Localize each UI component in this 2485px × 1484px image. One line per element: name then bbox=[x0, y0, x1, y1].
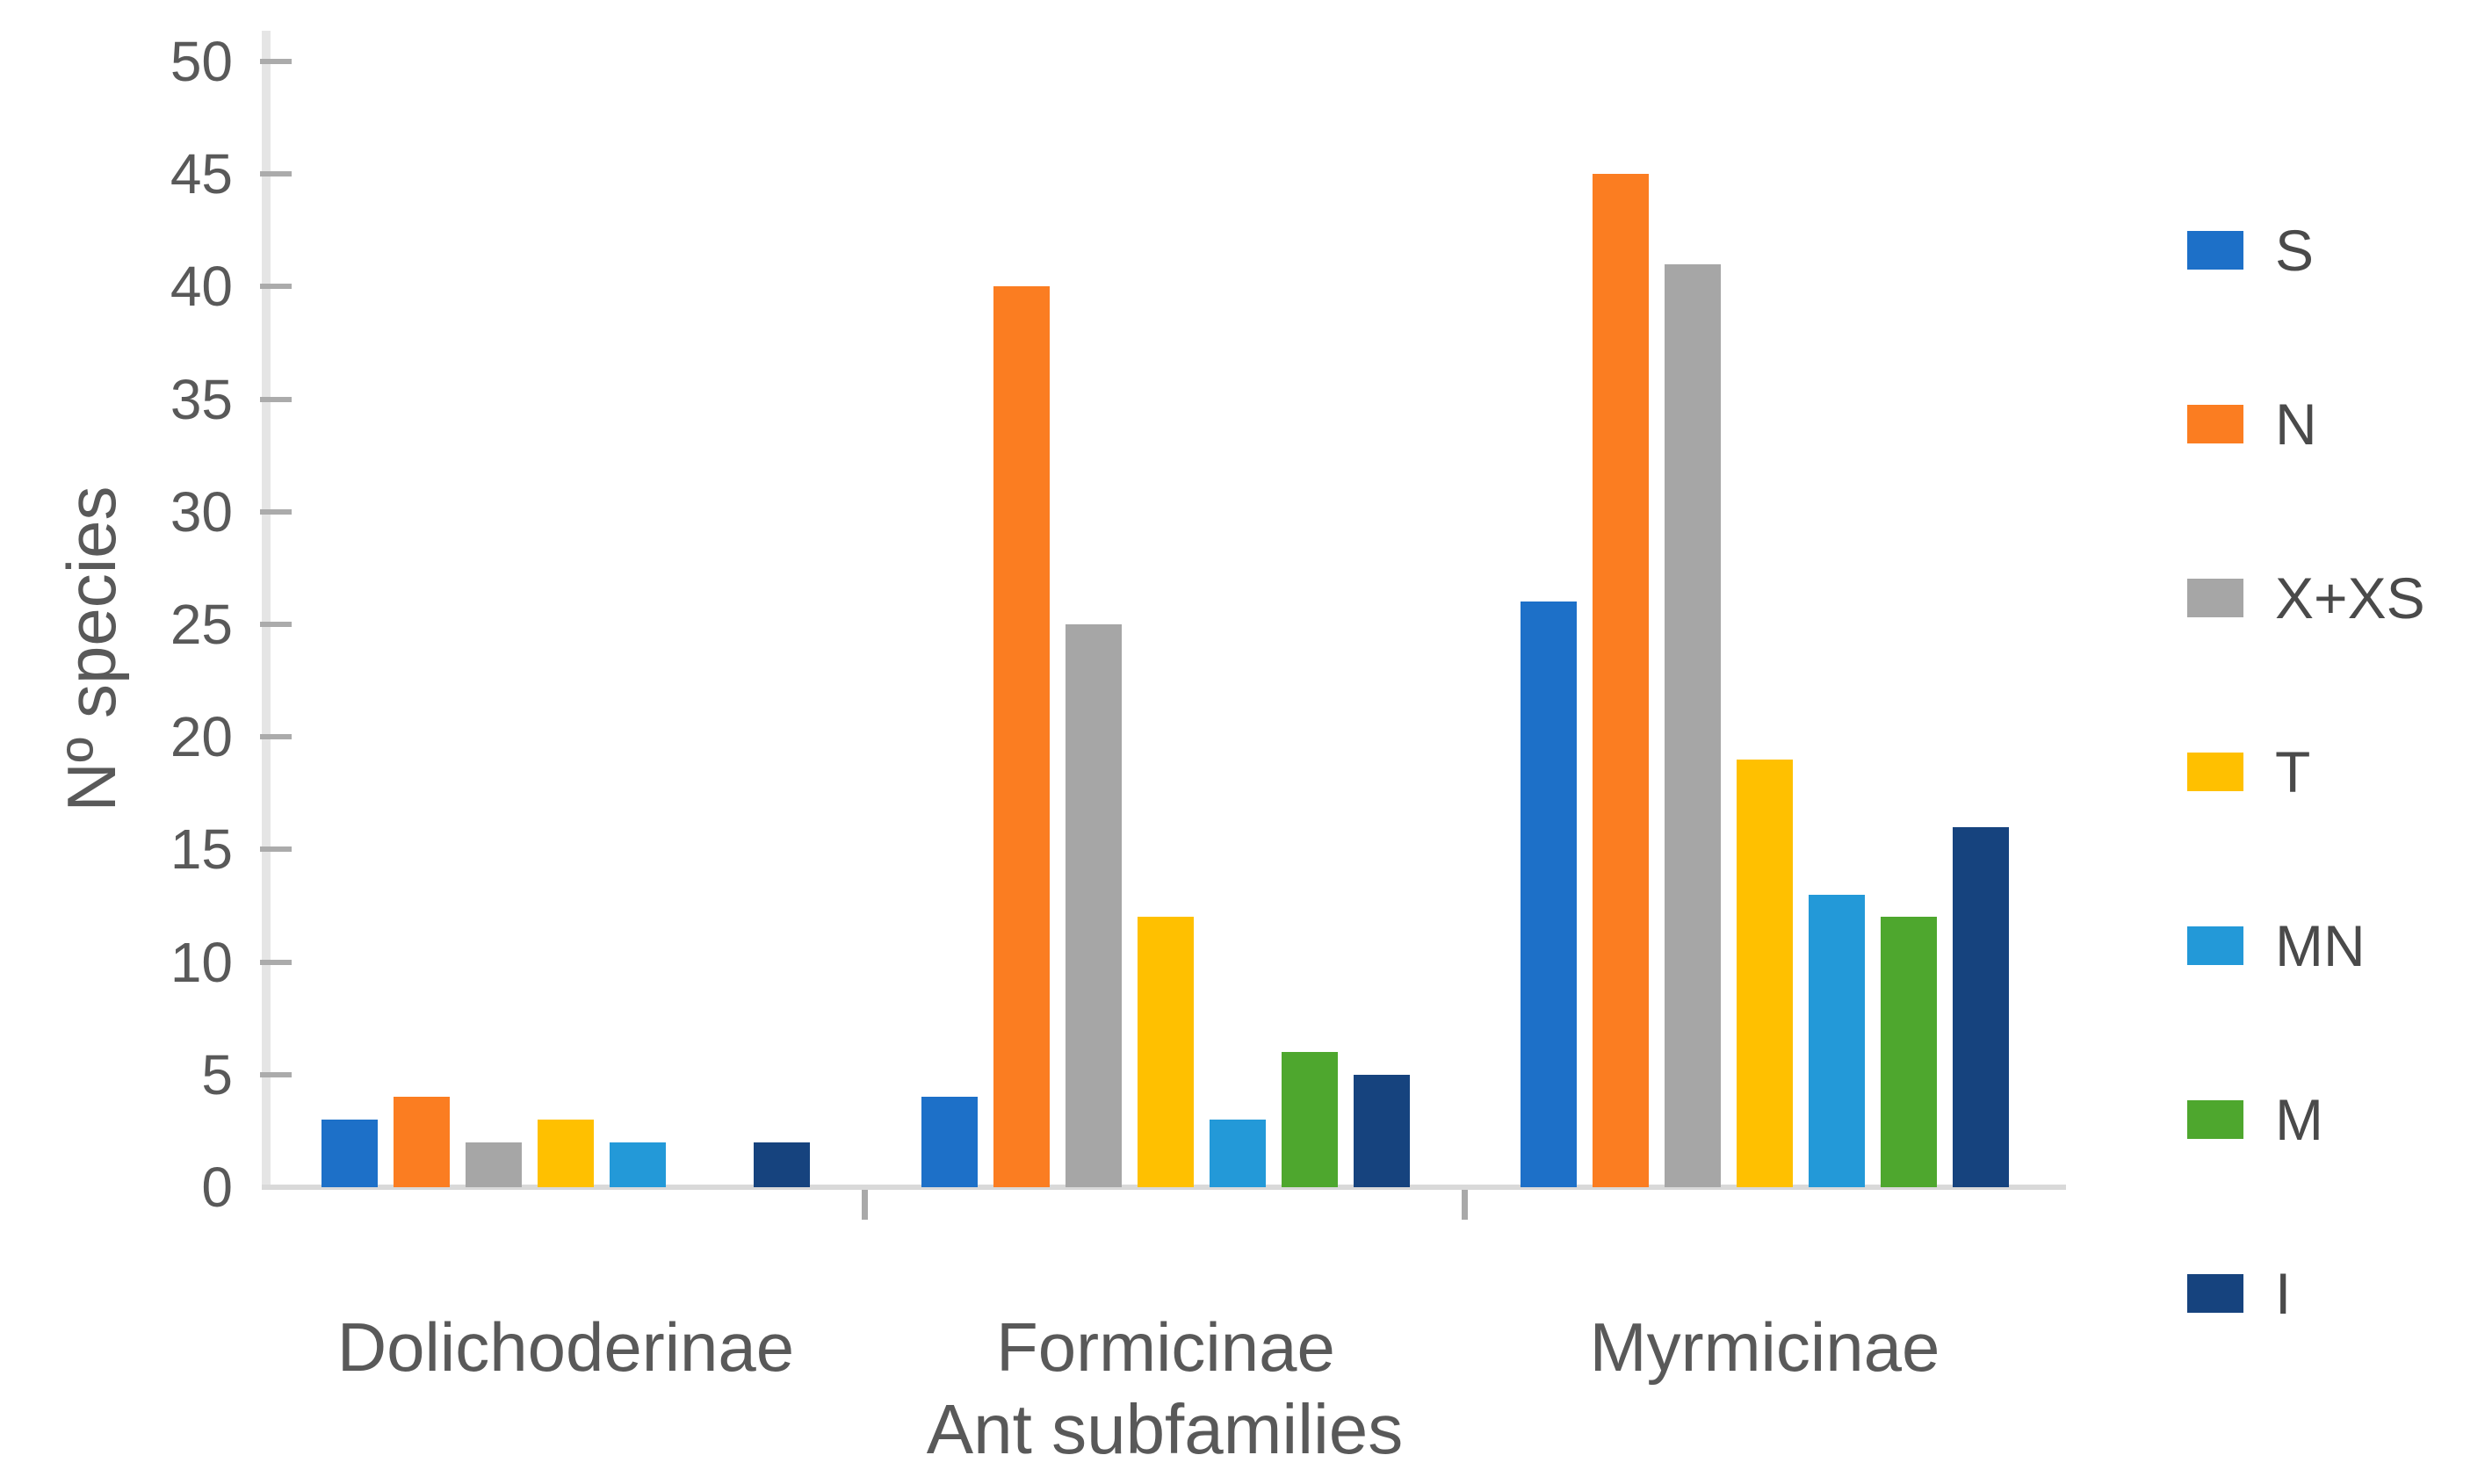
legend-label-M: M bbox=[2275, 1087, 2323, 1152]
legend-swatch-N bbox=[2187, 405, 2243, 443]
bar-X+XS-Myrmicinae bbox=[1665, 263, 1721, 1187]
bar-S-Formicinae bbox=[921, 1097, 978, 1187]
x-axis-separator-tick-1 bbox=[862, 1190, 868, 1220]
y-tick-mark-40 bbox=[260, 284, 292, 290]
y-tick-label-10: 10 bbox=[170, 930, 233, 994]
legend-swatch-S bbox=[2187, 231, 2243, 270]
bar-I-Myrmicinae bbox=[1953, 826, 2009, 1187]
y-tick-label-25: 25 bbox=[170, 593, 233, 656]
category-label-Myrmicinae: Myrmicinae bbox=[1589, 1308, 1940, 1386]
legend-swatch-I bbox=[2187, 1274, 2243, 1313]
y-tick-label-45: 45 bbox=[170, 142, 233, 206]
y-tick-label-20: 20 bbox=[170, 705, 233, 769]
y-tick-label-30: 30 bbox=[170, 479, 233, 544]
x-axis-line bbox=[262, 1185, 2066, 1190]
bar-T-Myrmicinae bbox=[1737, 759, 1793, 1187]
legend-entry-N: N bbox=[2187, 385, 2485, 464]
y-tick-mark-50 bbox=[260, 59, 292, 64]
bar-S-Myrmicinae bbox=[1521, 602, 1577, 1187]
legend-entry-X+XS: X+XS bbox=[2187, 558, 2485, 638]
bar-MN-Myrmicinae bbox=[1809, 894, 1865, 1187]
legend-label-I: I bbox=[2275, 1261, 2292, 1326]
x-axis-separator-tick-2 bbox=[1462, 1190, 1468, 1220]
legend-swatch-MN bbox=[2187, 926, 2243, 965]
y-tick-mark-5 bbox=[260, 1071, 292, 1077]
bar-MN-Dolichoderinae bbox=[610, 1142, 666, 1187]
category-label-Dolichoderinae: Dolichoderinae bbox=[336, 1308, 795, 1386]
y-tick-mark-30 bbox=[260, 508, 292, 515]
y-tick-label-35: 35 bbox=[170, 367, 233, 431]
legend-entry-T: T bbox=[2187, 732, 2485, 811]
bar-I-Dolichoderinae bbox=[754, 1142, 810, 1187]
bar-M-Myrmicinae bbox=[1881, 917, 1937, 1187]
bar-X+XS-Dolichoderinae bbox=[466, 1142, 522, 1187]
legend-entry-M: M bbox=[2187, 1080, 2485, 1159]
bar-MN-Formicinae bbox=[1210, 1120, 1266, 1187]
y-tick-mark-10 bbox=[260, 959, 292, 965]
legend-swatch-M bbox=[2187, 1100, 2243, 1139]
bar-M-Formicinae bbox=[1282, 1052, 1338, 1187]
legend-entry-MN: MN bbox=[2187, 906, 2485, 985]
legend-label-X+XS: X+XS bbox=[2275, 566, 2425, 630]
bar-T-Formicinae bbox=[1138, 917, 1194, 1187]
y-tick-mark-45 bbox=[260, 171, 292, 177]
y-tick-label-40: 40 bbox=[170, 255, 233, 319]
y-tick-label-0: 0 bbox=[201, 1156, 233, 1219]
legend-label-MN: MN bbox=[2275, 913, 2366, 978]
y-tick-label-5: 5 bbox=[201, 1042, 233, 1106]
legend-entry-I: I bbox=[2187, 1254, 2485, 1333]
legend-label-N: N bbox=[2275, 392, 2317, 457]
legend-label-S: S bbox=[2275, 218, 2315, 283]
y-tick-mark-20 bbox=[260, 734, 292, 740]
bar-X+XS-Formicinae bbox=[1066, 624, 1122, 1187]
y-tick-label-15: 15 bbox=[170, 818, 233, 882]
category-label-Formicinae: Formicinae bbox=[996, 1308, 1335, 1386]
y-tick-label-50: 50 bbox=[170, 30, 233, 93]
bar-N-Myrmicinae bbox=[1593, 174, 1649, 1187]
legend-label-T: T bbox=[2275, 739, 2311, 804]
y-tick-mark-35 bbox=[260, 396, 292, 402]
y-tick-mark-15 bbox=[260, 846, 292, 853]
bar-T-Dolichoderinae bbox=[538, 1120, 594, 1187]
bar-N-Formicinae bbox=[993, 286, 1050, 1187]
y-axis-line bbox=[262, 31, 271, 1189]
legend-swatch-X+XS bbox=[2187, 579, 2243, 617]
bar-S-Dolichoderinae bbox=[321, 1120, 378, 1187]
legend-swatch-T bbox=[2187, 753, 2243, 791]
bar-I-Formicinae bbox=[1354, 1074, 1410, 1187]
y-tick-mark-25 bbox=[260, 622, 292, 627]
legend-entry-S: S bbox=[2187, 211, 2485, 290]
x-axis-title: Ant subfamilies bbox=[926, 1390, 1404, 1468]
bar-N-Dolichoderinae bbox=[394, 1097, 450, 1187]
